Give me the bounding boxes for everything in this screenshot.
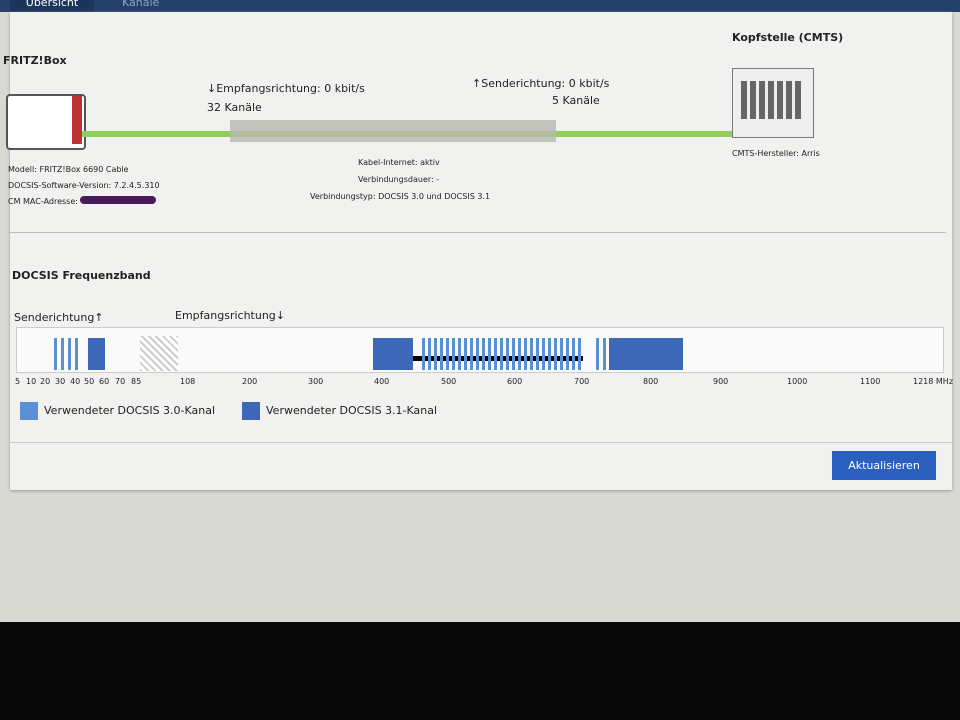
- channel-3-0: [603, 338, 606, 370]
- cmts-slots: [741, 81, 803, 119]
- channel-3-0: [512, 338, 515, 370]
- channel-3-0: [572, 338, 575, 370]
- status-line: Kabel-Internet: aktiv: [358, 158, 440, 167]
- redaction: [80, 196, 156, 204]
- down-rate: ↓Empfangsrichtung: 0 kbit/s: [207, 82, 365, 95]
- tick-label: 1100: [860, 377, 881, 386]
- divider: [10, 442, 952, 443]
- legend-swatch: [20, 402, 38, 420]
- tick-label: 30: [55, 377, 66, 386]
- channel-3-0: [61, 338, 64, 370]
- channel-3-0: [524, 338, 527, 370]
- channel-3-0: [470, 338, 473, 370]
- channel-3-0: [464, 338, 467, 370]
- tick-label: 700: [574, 377, 590, 386]
- channel-3-0: [476, 338, 479, 370]
- channel-3-0: [434, 338, 437, 370]
- monitor-bezel: [0, 622, 960, 720]
- tick-label: 200: [242, 377, 258, 386]
- cmts-icon: [732, 68, 814, 138]
- hatched-region: [140, 336, 178, 371]
- tick-label: 600: [507, 377, 523, 386]
- tick-label: 20: [40, 377, 51, 386]
- tick-label: 400: [374, 377, 390, 386]
- tick-label: 300: [308, 377, 324, 386]
- channel-3-0: [566, 338, 569, 370]
- device-mac: CM MAC-Adresse:: [8, 197, 78, 206]
- channel-3-0: [530, 338, 533, 370]
- legend-swatch: [242, 402, 260, 420]
- tick-label: 1218 MHz: [913, 377, 954, 386]
- channel-3-0: [458, 338, 461, 370]
- channel-3-0: [440, 338, 443, 370]
- tick-label: 108: [180, 377, 196, 386]
- tick-label: 800: [643, 377, 659, 386]
- divider: [10, 232, 946, 233]
- device-software: DOCSIS-Software-Version: 7.2.4.5.310: [8, 181, 160, 190]
- channel-3-0: [596, 338, 599, 370]
- channel-3-0: [54, 338, 57, 370]
- status-line: Verbindungstyp: DOCSIS 3.0 und DOCSIS 3.…: [310, 192, 491, 201]
- down-label: Empfangsrichtung↓: [175, 309, 285, 322]
- channel-3-0: [68, 338, 71, 370]
- tick-label: 500: [441, 377, 457, 386]
- channel-3-1: [609, 338, 683, 370]
- tab[interactable]: Kanäle: [122, 0, 160, 9]
- channel-3-0: [75, 338, 78, 370]
- device-icon: [6, 94, 86, 150]
- tick-label: 40: [70, 377, 81, 386]
- up-label: Senderichtung↑: [14, 311, 104, 324]
- channel-3-0: [422, 338, 425, 370]
- channel-3-0: [500, 338, 503, 370]
- device-title: FRITZ!Box: [3, 54, 67, 67]
- device-icon-accent: [72, 96, 82, 144]
- channel-3-0: [446, 338, 449, 370]
- tick-label: 900: [713, 377, 729, 386]
- channel-3-1: [373, 338, 413, 370]
- channel-3-0: [428, 338, 431, 370]
- tick-label: 60: [99, 377, 110, 386]
- tick-label: 10: [26, 377, 37, 386]
- legend-label: Verwendeter DOCSIS 3.1-Kanal: [266, 404, 438, 417]
- cmts-title: Kopfstelle (CMTS): [732, 31, 844, 44]
- connection-blur: [230, 120, 556, 142]
- channel-3-0: [554, 338, 557, 370]
- channel-3-0: [578, 338, 581, 370]
- channel-3-0: [536, 338, 539, 370]
- down-channels: 32 Kanäle: [207, 101, 262, 114]
- channel-3-0: [548, 338, 551, 370]
- channel-3-0: [452, 338, 455, 370]
- tick-label: 1000: [787, 377, 808, 386]
- channel-3-0: [488, 338, 491, 370]
- redaction: [379, 356, 583, 361]
- channel-3-0: [506, 338, 509, 370]
- cmts-vendor: CMTS-Hersteller: Arris: [732, 149, 820, 158]
- tick-label: 50: [84, 377, 95, 386]
- nav-bar: Übersicht Kanäle: [0, 0, 960, 12]
- tick-label: 5: [15, 377, 21, 386]
- channel-3-0: [542, 338, 545, 370]
- channel-3-0: [494, 338, 497, 370]
- up-channels: 5 Kanäle: [552, 94, 600, 107]
- channel-3-0: [482, 338, 485, 370]
- refresh-button[interactable]: Aktualisieren: [832, 451, 936, 480]
- channel-3-0: [518, 338, 521, 370]
- device-model: Modell: FRITZ!Box 6690 Cable: [8, 165, 129, 174]
- band-title: DOCSIS Frequenzband: [12, 269, 151, 282]
- status-line: Verbindungsdauer: -: [358, 175, 440, 184]
- tick-label: 70: [115, 377, 126, 386]
- legend-label: Verwendeter DOCSIS 3.0-Kanal: [44, 404, 216, 417]
- tab[interactable]: Übersicht: [10, 0, 94, 12]
- up-rate: ↑Senderichtung: 0 kbit/s: [472, 77, 610, 90]
- channel-3-0: [560, 338, 563, 370]
- spectrum: [16, 327, 944, 373]
- channel-3-1: [88, 338, 105, 370]
- tick-label: 85: [131, 377, 142, 386]
